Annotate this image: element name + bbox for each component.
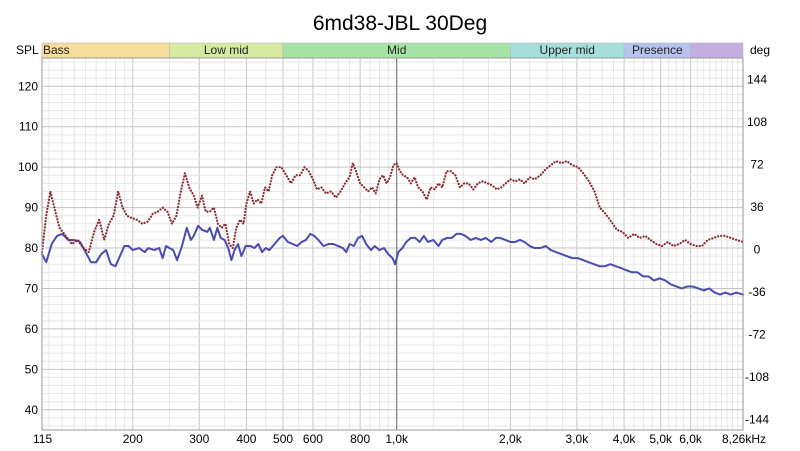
grid [42,58,744,430]
right-y-tick-label: 144 [747,72,767,86]
left-y-tick-label: 60 [25,322,39,336]
left-y-tick-label: 70 [25,281,39,295]
x-tick-label: 3,0k [566,432,590,446]
right-axis-label: deg [750,43,770,57]
left-y-tick-label: 40 [25,403,39,417]
band-label-2: Mid [387,43,406,57]
left-y-tick-label: 120 [18,79,38,93]
right-y-tick-label: 0 [754,242,761,256]
right-y-tick-label: -72 [748,327,766,341]
plot-frame [41,57,744,431]
left-y-tick-label: 50 [25,362,39,376]
right-y-tick-label: -144 [745,412,769,426]
x-tick-label: 500 [273,432,293,446]
x-tick-label: 115 [33,432,52,446]
series-line-0 [41,224,744,296]
band-5 [690,42,744,59]
band-label-1: Low mid [204,43,249,57]
x-tick-label: 8,26kHz [722,432,766,446]
right-y-tick-label: -108 [745,370,769,384]
frequency-bands: Bass Low mid Mid Upper mid Presence [41,42,744,59]
left-y-tick-label: 80 [25,241,39,255]
x-tick-label: 600 [303,432,323,446]
x-tick-label: 6,0k [679,432,703,446]
x-tick-label: 400 [236,432,256,446]
left-y-tick-label: 100 [18,160,38,174]
right-y-tick-label: 72 [750,157,764,171]
series-line-1 [40,160,745,254]
x-tick-label: 300 [189,432,209,446]
left-y-tick-label: 110 [19,120,38,134]
series-lines [40,160,745,296]
x-tick-label: 5,0k [649,432,673,446]
plot-area [42,58,743,430]
x-tick-labels: 115 200 300 400 500 600 800 1,0k 2,0k 3,0k 4,0k 5,0… [33,432,766,446]
band-label-4: Presence [632,43,683,57]
left-y-tick-labels: 120 110 100 90 80 70 60 50 40 [18,79,38,416]
x-tick-label: 1,0k [385,432,409,446]
x-tick-label: 4,0k [613,432,637,446]
x-tick-label: 2,0k [499,432,523,446]
left-y-tick-label: 90 [25,201,39,215]
x-tick-label: 800 [350,432,370,446]
right-y-tick-label: -36 [748,285,766,299]
right-y-tick-labels: 144 108 72 36 0 -36 -72 -108 -144 [745,72,769,426]
band-label-3: Upper mid [540,43,595,57]
right-y-tick-label: 36 [750,200,764,214]
left-axis-label: SPL [16,43,39,57]
x-tick-label: 200 [123,432,143,446]
band-label-0: Bass [43,43,70,57]
right-y-tick-label: 108 [747,115,767,129]
chart-title: 6md38-JBL 30Deg [313,12,487,35]
